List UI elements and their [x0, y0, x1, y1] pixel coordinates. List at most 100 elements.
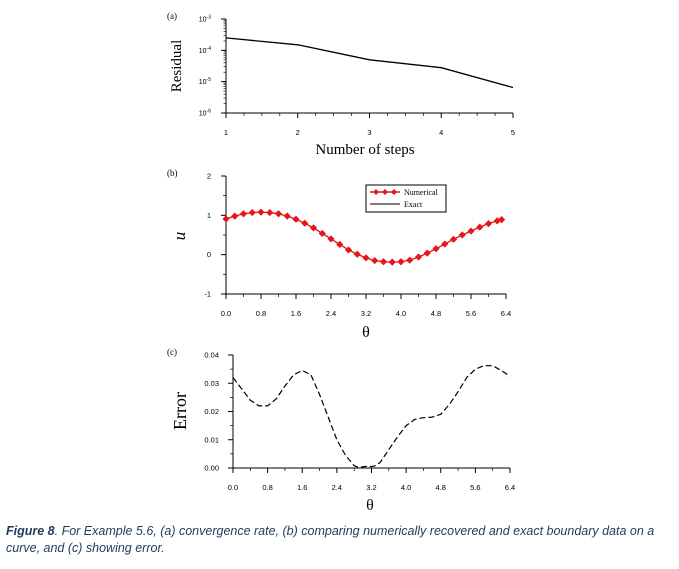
- numerical-marker: [432, 245, 440, 253]
- x-tick-label: 2.4: [332, 483, 342, 492]
- error-line: [232, 365, 511, 468]
- panel-b: (b) 2 1 0 -1 0.0 0.8 1.6 2.4 3.2 4.0 4.8 5.6 6.4 u θ…: [167, 168, 511, 341]
- numerical-marker: [371, 256, 379, 265]
- numerical-marker: [231, 212, 239, 220]
- panel-c-axes: 0.04 0.03 0.02 0.01 0.00 0.0 0.8 1.6 2.4 3.2 4.0 4.…: [204, 351, 515, 493]
- x-tick-label: 0.0: [228, 483, 238, 492]
- legend-numerical-label: Numerical: [404, 188, 439, 197]
- x-tick-label: 4.0: [396, 309, 406, 318]
- numerical-marker: [344, 246, 353, 254]
- panel-a-ylabel: Residual: [169, 40, 185, 93]
- numerical-marker: [441, 240, 449, 248]
- numerical-marker: [406, 256, 414, 264]
- panel-c: (c) 0.04 0.03 0.02 0.01 0.00 0.0 0.8 1.6 2.4 3.2 4…: [167, 347, 515, 514]
- y-tick-label: 2: [207, 172, 211, 181]
- numerical-marker: [309, 224, 318, 232]
- y-tick-label: 0.04: [204, 351, 219, 360]
- numerical-marker: [301, 219, 309, 227]
- x-tick-label: 1: [224, 128, 228, 137]
- x-tick-label: 5: [511, 128, 515, 137]
- y-tick-label: 0.02: [204, 407, 219, 416]
- x-tick-label: 5.6: [470, 483, 480, 492]
- numerical-marker: [388, 258, 396, 266]
- x-tick-label: 1.6: [291, 309, 301, 318]
- y-tick-exponent: -4: [207, 46, 212, 52]
- numerical-line: [225, 211, 502, 263]
- numerical-marker: [397, 258, 405, 266]
- legend-numerical-marker: [373, 189, 397, 195]
- panel-b-ylabel: u: [170, 232, 189, 241]
- numerical-marker: [283, 212, 291, 220]
- numerical-marker: [498, 216, 506, 224]
- panel-a-xlabel: Number of steps: [315, 142, 414, 158]
- y-tick-label: 0: [207, 250, 211, 259]
- numerical-marker: [239, 210, 248, 218]
- numerical-marker: [336, 240, 344, 249]
- numerical-marker: [362, 254, 370, 262]
- numerical-marker: [484, 219, 493, 228]
- y-tick-label: 10-6: [199, 109, 211, 118]
- x-tick-label: 0.8: [256, 309, 266, 318]
- x-tick-label: 6.4: [501, 309, 511, 318]
- numerical-marker: [327, 235, 335, 243]
- numerical-marker: [257, 208, 265, 216]
- numerical-marker: [353, 250, 361, 258]
- legend-exact-label: Exact: [404, 200, 423, 209]
- numerical-marker: [423, 249, 431, 257]
- panel-b-xlabel: θ: [362, 324, 370, 341]
- numerical-marker: [292, 215, 300, 223]
- y-tick-label: 1: [207, 211, 211, 220]
- figure: (a) 10-310-410-510-61 2 3 4 5 Residual Numbe…: [167, 11, 515, 514]
- panel-a: (a) 10-3 10-4 10-5 10-6 1 2 3 4 5 Residual Numbe…: [167, 11, 515, 158]
- numerical-marker: [476, 223, 484, 231]
- x-tick-label: 2.4: [326, 309, 336, 318]
- y-tick-label: 0.01: [204, 435, 219, 444]
- numerical-marker: [467, 227, 475, 235]
- caption-text: . For Example 5.6, (a) convergence rate,…: [6, 524, 655, 555]
- panel-c-ylabel: Error: [170, 392, 190, 430]
- x-tick-label: 4: [439, 128, 443, 137]
- numerical-marker: [449, 235, 458, 243]
- panel-c-label: (c): [167, 347, 177, 357]
- numerical-marker: [414, 253, 423, 261]
- y-tick-exponent: -3: [207, 15, 212, 21]
- panel-b-legend: Numerical Exact: [365, 184, 447, 213]
- x-tick-label: 0.0: [221, 309, 231, 318]
- numerical-marker: [266, 208, 274, 217]
- x-tick-label: 4.0: [401, 483, 411, 492]
- x-tick-label: 1.6: [297, 483, 307, 492]
- y-tick-label: 10-3: [199, 15, 211, 24]
- x-tick-label: 0.8: [262, 483, 272, 492]
- numerical-marker: [248, 208, 256, 217]
- x-tick-label: 2: [296, 128, 300, 137]
- panel-b-label: (b): [167, 168, 178, 178]
- y-tick-label: 10-5: [199, 77, 211, 86]
- numerical-marker: [274, 210, 283, 218]
- numerical-marker: [458, 231, 466, 239]
- y-tick-exponent: -5: [207, 77, 212, 83]
- exact-line: [225, 211, 502, 263]
- x-tick-label: 3: [367, 128, 371, 137]
- y-tick-label: 10-4: [199, 46, 211, 55]
- panel-b-axes: 2 1 0 -1 0.0 0.8 1.6 2.4 3.2 4.0 4.8 5.6 6.4: [204, 172, 511, 319]
- legend-box: [365, 184, 447, 213]
- x-tick-label: 3.2: [361, 309, 371, 318]
- x-tick-label: 4.8: [431, 309, 441, 318]
- residual-line: [225, 37, 514, 89]
- numerical-marker: [318, 229, 326, 238]
- x-tick-label: 6.4: [505, 483, 515, 492]
- y-tick-exponent: -6: [207, 109, 212, 115]
- caption-label: Figure 8: [6, 524, 55, 538]
- y-tick-label: 0.03: [204, 379, 219, 388]
- numerical-marker: [222, 215, 230, 223]
- y-tick-label: 0.00: [204, 464, 219, 473]
- x-tick-label: 4.8: [436, 483, 446, 492]
- x-tick-label: 3.2: [366, 483, 376, 492]
- y-tick-label: -1: [204, 290, 211, 299]
- panel-c-xlabel: θ: [366, 497, 374, 514]
- panel-a-label: (a): [167, 11, 177, 21]
- numerical-marker: [379, 258, 388, 266]
- panel-a-axes: 10-3 10-4 10-5 10-6 1 2 3 4 5: [199, 15, 515, 138]
- figure-caption: Figure 8. For Example 5.6, (a) convergen…: [6, 523, 674, 557]
- x-tick-label: 5.6: [466, 309, 476, 318]
